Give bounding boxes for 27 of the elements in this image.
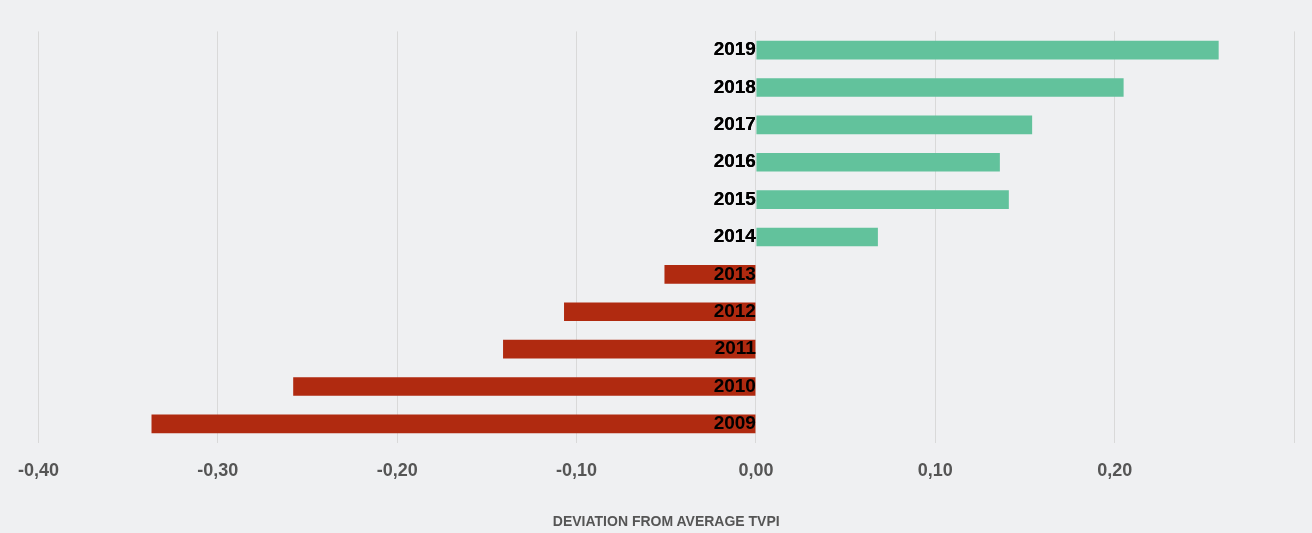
x-tick-label: -0,20	[376, 460, 418, 481]
y-tick-label: 2017	[713, 113, 756, 135]
x-axis-title: DEVIATION FROM AVERAGE TVPI	[552, 513, 780, 530]
bar	[293, 377, 756, 396]
bar	[756, 227, 878, 247]
y-tick-label: 2016	[713, 150, 756, 172]
bar	[756, 115, 1033, 135]
y-tick-label: 2012	[713, 300, 756, 321]
y-tick-label: 2009	[713, 412, 756, 434]
x-tick-label: 0,00	[738, 460, 774, 481]
y-tick-label: 2014	[713, 225, 757, 247]
y-tick-label: 2010	[713, 374, 756, 396]
bar	[756, 190, 1009, 209]
bar	[756, 152, 1000, 172]
bar	[756, 78, 1124, 97]
y-tick-label: 2018	[713, 75, 756, 97]
x-tick-label: -0,40	[18, 460, 60, 481]
y-tick-label: 2015	[713, 187, 757, 209]
bar	[756, 40, 1219, 60]
x-tick-label: 0,10	[917, 460, 953, 481]
y-tick-label: 2013	[713, 262, 756, 284]
y-tick-label: 2019	[713, 38, 756, 60]
x-tick-label: 0,20	[1097, 460, 1133, 481]
bar	[564, 302, 756, 322]
x-tick-label: -0,30	[197, 460, 239, 481]
bar	[151, 414, 756, 434]
x-tick-label: -0,10	[556, 460, 598, 481]
